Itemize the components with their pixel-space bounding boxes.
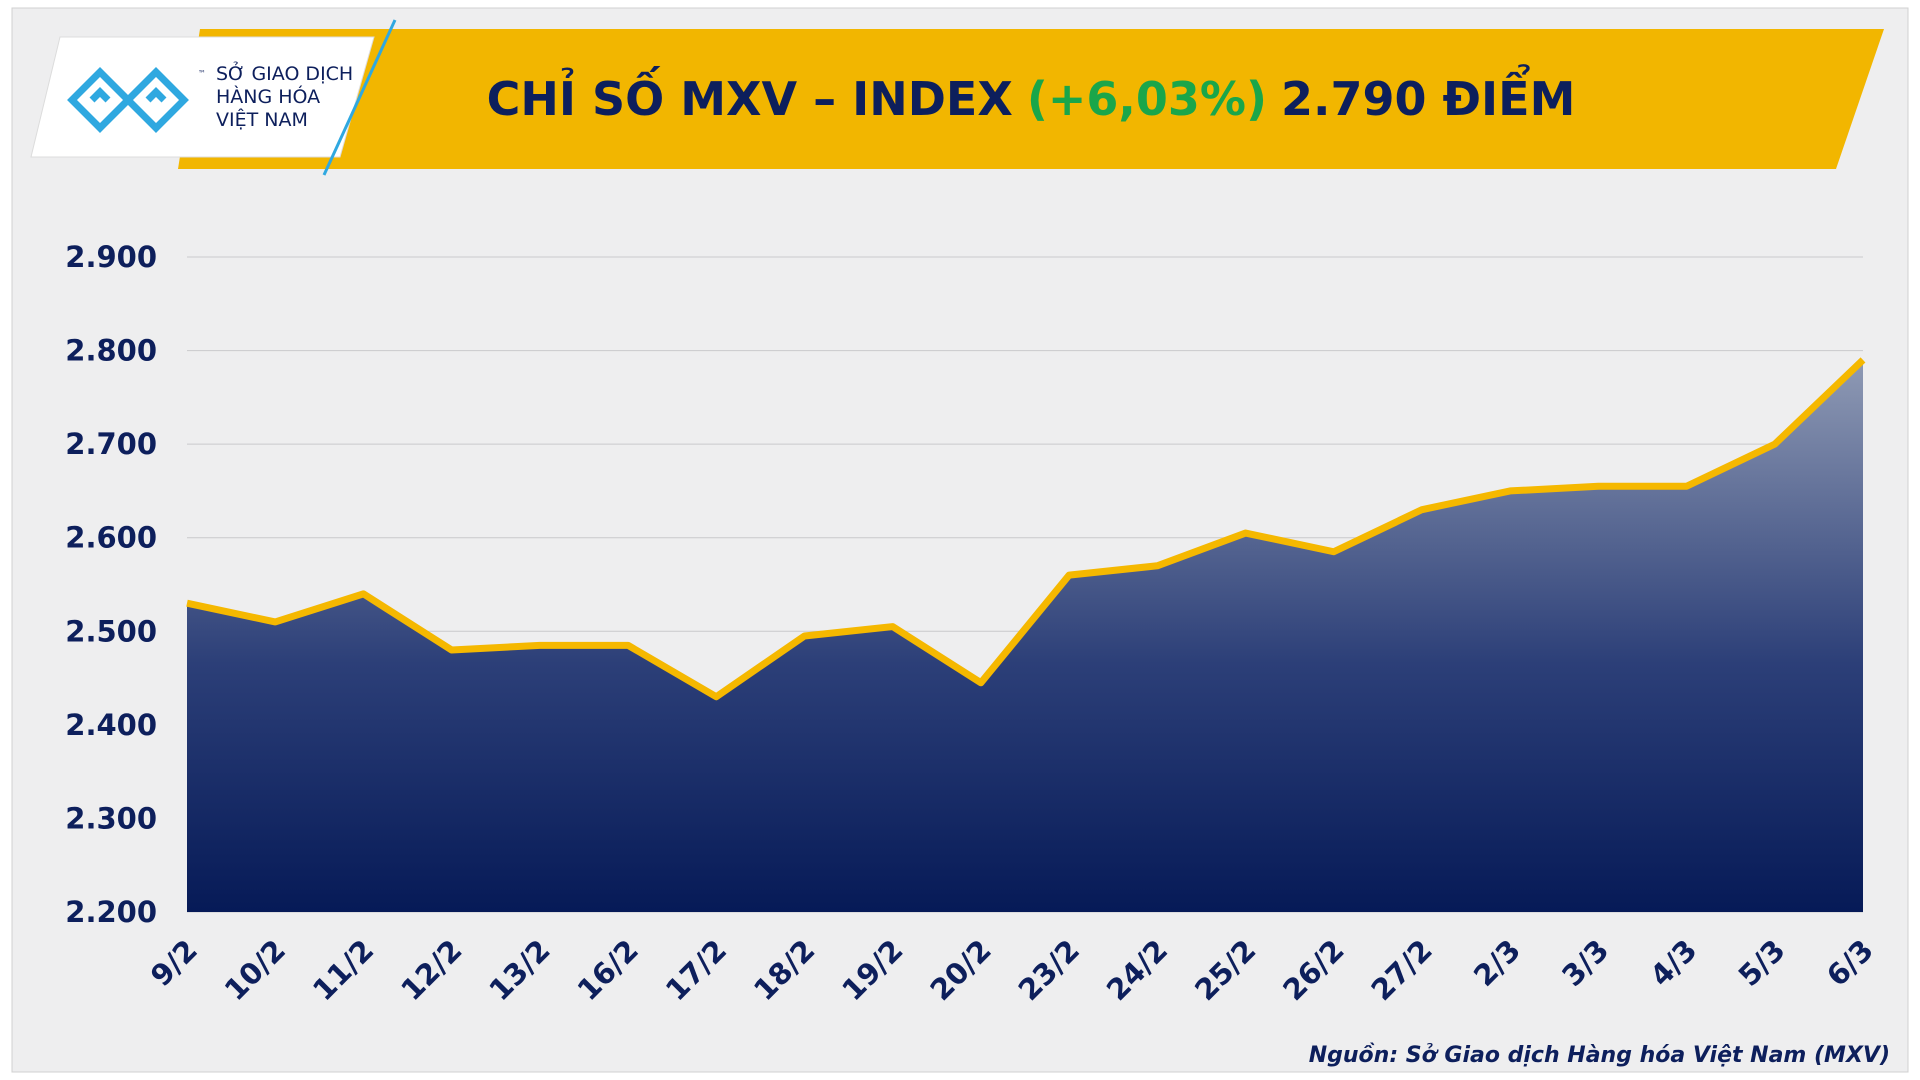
- logo-icon: [67, 67, 189, 133]
- title-change: (+6,03%): [1027, 72, 1267, 126]
- area: [187, 359, 1863, 912]
- logo-accent: [322, 19, 397, 176]
- logo-trademark: ™: [198, 69, 206, 78]
- source-note: Nguồn: Sở Giao dịch Hàng hóa Việt Nam (M…: [1309, 1043, 1890, 1068]
- logo-text: SỞ GIAO DỊCH: [216, 60, 353, 85]
- y-tick-label: 2.700: [65, 427, 157, 461]
- logo-text: VIỆT NAM: [216, 108, 308, 131]
- title-part: 2.790 ĐIỂM: [1281, 64, 1575, 126]
- y-tick-label: 2.600: [65, 521, 157, 555]
- y-tick-label: 2.800: [65, 334, 157, 368]
- y-tick-label: 2.300: [65, 801, 157, 835]
- title-banner: [178, 29, 1884, 169]
- y-tick-label: 2.200: [65, 895, 157, 929]
- y-tick-label: 2.900: [65, 240, 157, 274]
- y-tick-label: 2.500: [65, 614, 157, 648]
- chart-title: CHỈ SỐ MXV – INDEX (+6,03%) 2.790 ĐIỂM: [487, 64, 1576, 126]
- logo-box: [30, 36, 375, 158]
- title-part: CHỈ SỐ MXV – INDEX: [487, 66, 1013, 126]
- logo-text: HÀNG HÓA: [216, 84, 320, 108]
- line: [186, 357, 1866, 701]
- y-tick-label: 2.400: [65, 708, 157, 742]
